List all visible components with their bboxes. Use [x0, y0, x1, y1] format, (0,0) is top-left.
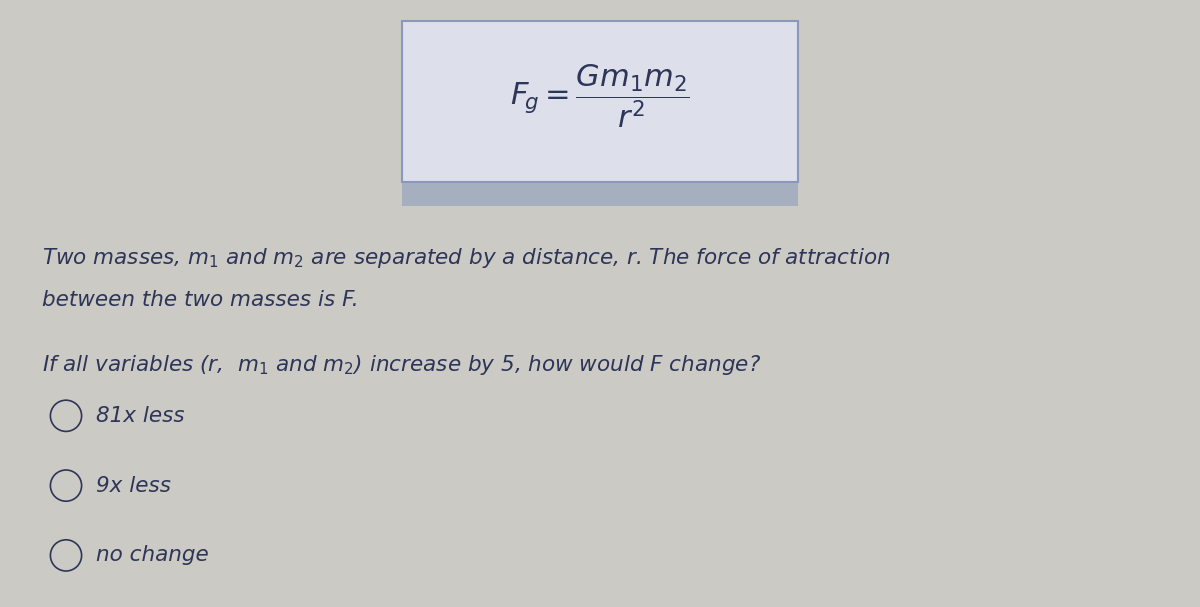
Text: between the two masses is F.: between the two masses is F.	[42, 290, 359, 310]
Text: no change: no change	[96, 546, 209, 565]
Text: Two masses, m$_1$ and m$_2$ are separated by a distance, r. The force of attract: Two masses, m$_1$ and m$_2$ are separate…	[42, 246, 890, 270]
Bar	[402, 21, 798, 182]
Text: 9x less: 9x less	[96, 476, 172, 495]
Bar	[402, 179, 798, 206]
Text: 81x less: 81x less	[96, 406, 185, 426]
Text: $\mathit{F}_{\!\mathit{g}} = \dfrac{\mathit{Gm_1m_2}}{\mathit{r}^2}$: $\mathit{F}_{\!\mathit{g}} = \dfrac{\mat…	[510, 62, 690, 129]
Text: If all variables (r,  m$_1$ and m$_2$) increase by 5, how would F change?: If all variables (r, m$_1$ and m$_2$) in…	[42, 353, 761, 378]
